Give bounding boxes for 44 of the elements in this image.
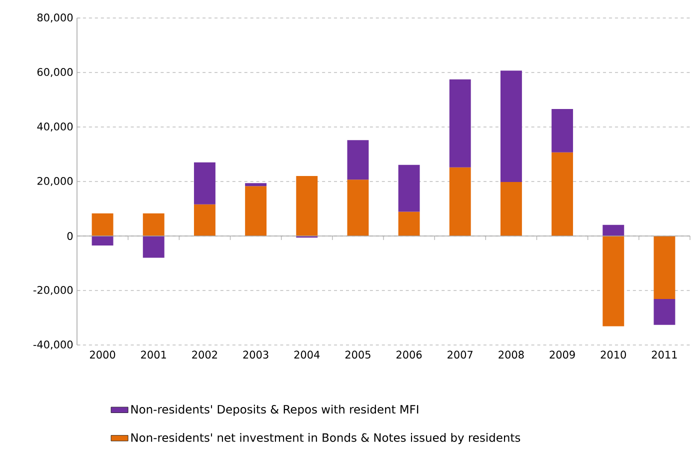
x-tick-label: 2008 [498, 350, 524, 359]
legend-label: Non-residents' Deposits & Repos with resident MFI [131, 404, 418, 416]
y-tick-label: 0 [67, 232, 73, 240]
bar [194, 162, 216, 204]
y-tick-label: -20,000 [33, 286, 73, 295]
bar [142, 236, 164, 258]
bar [142, 213, 164, 236]
bar [654, 298, 676, 325]
y-tick-label: 60,000 [37, 68, 73, 77]
bar [92, 236, 114, 246]
x-tick-label: 2004 [294, 350, 320, 359]
bar [398, 164, 420, 212]
bar [92, 213, 114, 236]
x-tick-label: 2003 [243, 350, 268, 359]
x-tick-label: 2006 [396, 350, 422, 359]
x-tick-label: 2000 [90, 350, 116, 359]
x-tick-label: 2007 [448, 350, 473, 359]
bar [552, 109, 574, 152]
x-tick-label: 2011 [652, 350, 677, 359]
y-tick-label: -40,000 [33, 340, 73, 350]
bar [500, 70, 522, 182]
bar [500, 182, 522, 236]
bar [296, 176, 318, 236]
bar [449, 79, 471, 168]
x-tick-label: 2010 [600, 350, 626, 359]
bar [602, 236, 624, 326]
bar [398, 212, 420, 236]
x-tick-label: 2005 [345, 350, 370, 359]
bar [602, 224, 624, 236]
bar [347, 180, 369, 236]
bar [245, 183, 267, 186]
x-tick-label: 2009 [550, 350, 575, 359]
y-tick-label: 40,000 [37, 122, 73, 132]
legend-label: Non-residents' net investment in Bonds & Notes issued by residents [131, 433, 520, 444]
y-tick-label: 20,000 [37, 177, 73, 186]
x-tick-label: 2002 [192, 350, 217, 359]
bar [245, 186, 267, 236]
x-tick-label: 2001 [141, 350, 166, 359]
y-tick-label: 80,000 [37, 14, 73, 22]
bar [449, 167, 471, 236]
bar [347, 140, 369, 180]
bar [654, 236, 676, 299]
bar [194, 204, 216, 236]
bar [552, 152, 574, 236]
